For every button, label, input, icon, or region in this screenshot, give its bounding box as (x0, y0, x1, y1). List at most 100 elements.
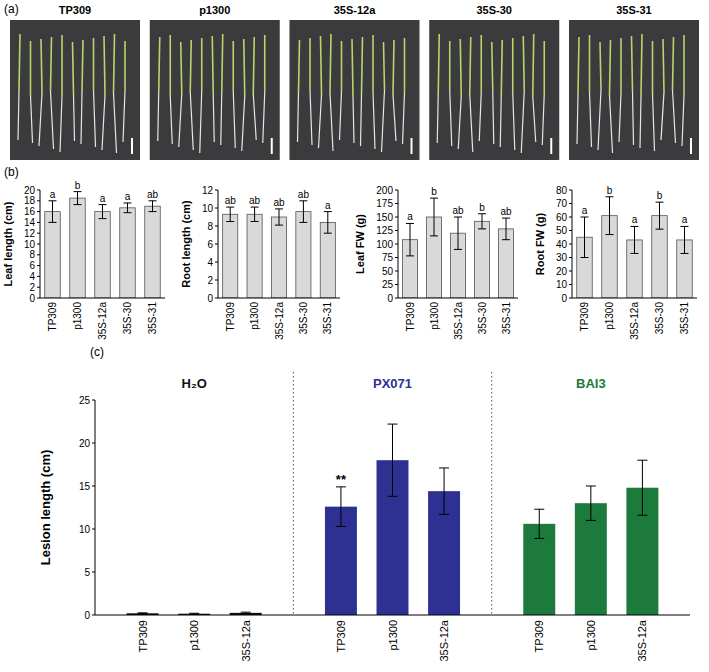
y-tick (92, 615, 95, 616)
error-bar (99, 205, 107, 219)
root (123, 91, 125, 142)
root (102, 95, 105, 150)
leaf (222, 34, 223, 93)
y-tick (92, 400, 95, 401)
leaf (470, 37, 471, 94)
leaf (632, 36, 633, 91)
significance-letter: a (125, 191, 131, 202)
x-tick-label: p1300 (585, 620, 597, 651)
significance-letter: a (325, 200, 331, 211)
leaf (683, 35, 685, 95)
y-tick (215, 244, 218, 245)
root (393, 95, 396, 141)
leaf (232, 41, 234, 91)
leaf (159, 37, 160, 91)
background (0, 0, 709, 672)
significance-letter: b (75, 180, 81, 191)
x-tick-label: 35S-12a (274, 302, 285, 340)
error-bar (637, 460, 647, 515)
root (373, 92, 375, 149)
error-bar (226, 207, 234, 221)
y-tick (92, 572, 95, 573)
seedlings (577, 34, 684, 153)
y-tick (92, 443, 95, 444)
panel-label: (b) (4, 165, 19, 179)
y-tick-label: 6 (207, 239, 213, 250)
y-tick (395, 230, 398, 231)
root (94, 90, 96, 147)
x-tick-label: 35S-31 (322, 302, 333, 335)
group-separator (491, 372, 492, 615)
x-tick-label: 35S-12a (97, 302, 108, 340)
x-tick-label: 35S-12a (636, 619, 648, 661)
error-bar (478, 214, 486, 229)
significance-letter: b (479, 202, 485, 213)
y-tick (37, 298, 40, 299)
x-tick-label: 35S-12a (629, 302, 640, 340)
y-tick-label: 6 (29, 260, 35, 271)
y-tick-label: 2 (29, 282, 35, 293)
error-bar (502, 218, 510, 240)
x-tick-label: TP309 (579, 302, 590, 332)
x-tick-label: TP309 (533, 620, 545, 652)
leaf (104, 36, 105, 95)
leaf (330, 34, 331, 93)
leaf (404, 38, 406, 93)
y-tick (569, 203, 572, 204)
root (633, 91, 634, 145)
error-bar (581, 217, 589, 258)
y-tick (395, 284, 398, 285)
error-bar (681, 226, 689, 253)
leaf (61, 35, 63, 96)
x-tick-label: p1300 (188, 620, 200, 651)
error-bar (241, 612, 251, 613)
error-bar (124, 203, 132, 213)
plot-area (45, 192, 161, 298)
y-tick (37, 200, 40, 201)
x-tick-label: TP309 (137, 620, 149, 652)
x-tick-label: 35S-12a (240, 619, 252, 661)
panel-label: (a) (4, 2, 19, 16)
significance-mark: ** (336, 472, 347, 487)
y-tick-label: 2 (207, 275, 213, 286)
leaf (362, 37, 363, 94)
scale-bar (411, 138, 413, 154)
y-tick-label: 16 (24, 206, 36, 217)
y-tick (37, 244, 40, 245)
root (403, 93, 405, 144)
photo-label: 35S-31 (616, 4, 651, 16)
significance-letter: a (632, 214, 638, 225)
y-tick (92, 486, 95, 487)
y-tick (569, 298, 572, 299)
x-tick-label: 35S-30 (654, 302, 665, 335)
photo-label: 35S-30 (477, 4, 512, 16)
error-bar (299, 201, 307, 223)
root (661, 92, 664, 140)
root (640, 96, 641, 148)
leaf (114, 34, 115, 93)
root (330, 93, 333, 151)
y-tick (395, 271, 398, 272)
y-axis-label: Root FW (g) (534, 213, 546, 276)
root (51, 91, 54, 149)
leaf (589, 35, 591, 92)
y-axis-label: Lesion length (cm) (38, 450, 53, 566)
x-tick-label: TP309 (225, 302, 236, 332)
y-tick (395, 203, 398, 204)
root (39, 93, 42, 146)
significance-letter: a (582, 205, 588, 216)
root (31, 95, 33, 143)
leaf (492, 42, 493, 90)
group-label: PX071 (373, 376, 412, 391)
y-tick-label: 20 (79, 438, 91, 449)
root (263, 92, 265, 143)
leaf (41, 39, 42, 93)
photo (290, 20, 420, 160)
error-bar (439, 468, 449, 514)
bar (271, 217, 286, 298)
bar (247, 214, 262, 298)
error-bar (138, 612, 148, 614)
leaf (73, 42, 74, 94)
error-bar (606, 197, 614, 235)
y-tick-label: 75 (382, 252, 394, 263)
